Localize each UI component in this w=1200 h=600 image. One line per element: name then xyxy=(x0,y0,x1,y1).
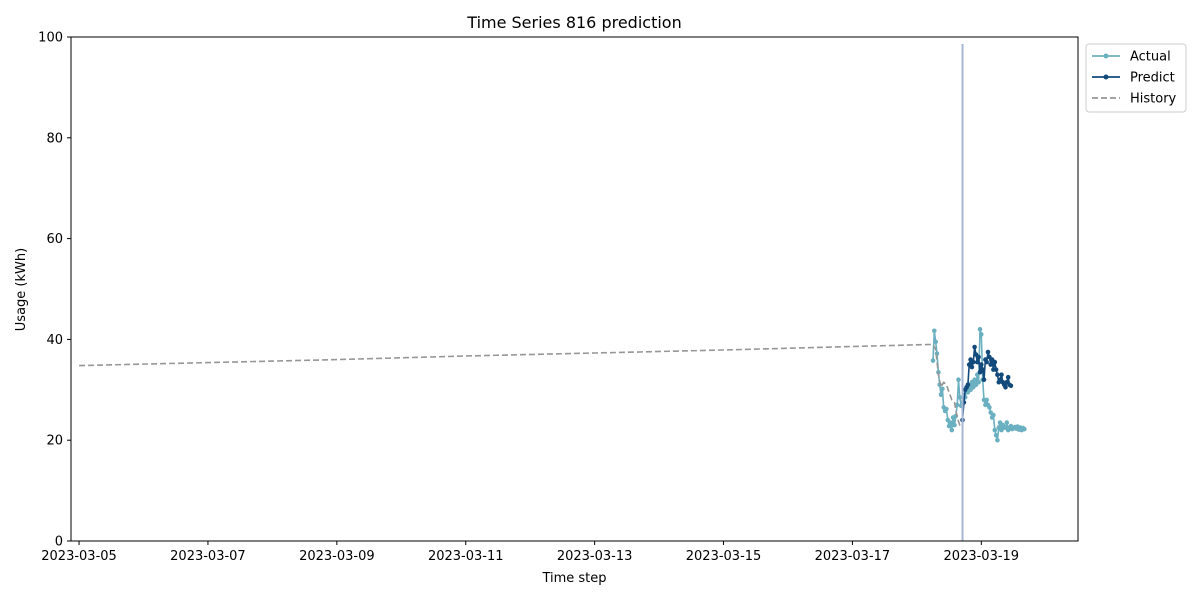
data-point-actual xyxy=(977,327,983,332)
data-point-actual xyxy=(972,377,977,383)
x-tick-label: 2023-03-05 xyxy=(41,549,117,564)
data-point-actual xyxy=(954,402,960,408)
y-tick-label: 0 xyxy=(55,535,63,550)
y-tick-label: 60 xyxy=(46,232,63,247)
x-tick-label: 2023-03-19 xyxy=(944,549,1020,564)
data-point-actual xyxy=(948,420,953,425)
data-point-predict xyxy=(980,367,985,372)
data-point-actual xyxy=(952,422,957,428)
data-point-actual xyxy=(991,412,996,418)
data-point-actual xyxy=(993,432,999,438)
data-point-predict xyxy=(992,359,998,365)
data-point-actual xyxy=(949,427,955,433)
data-point-actual xyxy=(946,423,952,429)
y-axis-label: Usage (kWh) xyxy=(14,248,29,331)
x-tick-label: 2023-03-15 xyxy=(686,549,762,564)
legend-label-actual: Actual xyxy=(1130,50,1171,65)
data-point-actual xyxy=(979,332,984,337)
data-point-actual xyxy=(940,386,945,392)
data-point-predict xyxy=(985,349,991,355)
data-point-predict xyxy=(972,344,977,350)
legend-marker-actual xyxy=(1103,53,1109,59)
data-point-actual xyxy=(995,437,1000,443)
legend: Actual Predict History xyxy=(1085,43,1187,113)
data-point-actual xyxy=(930,358,936,363)
data-point-predict xyxy=(1005,374,1011,380)
x-tick-label: 2023-03-09 xyxy=(299,549,375,564)
x-tick-label: 2023-03-17 xyxy=(815,549,891,564)
data-point-actual xyxy=(992,427,998,433)
data-point-actual xyxy=(932,328,937,334)
data-point-actual xyxy=(938,392,944,398)
data-point-actual xyxy=(984,397,989,403)
data-point-actual xyxy=(987,405,992,410)
legend-label-history: History xyxy=(1130,92,1177,107)
data-point-predict xyxy=(999,372,1004,378)
data-point-predict xyxy=(969,364,975,370)
data-point-predict xyxy=(971,359,976,365)
data-point-actual xyxy=(976,379,981,385)
series-line-history xyxy=(79,343,964,426)
plot-area: 0 20 40 60 80 100 2023-03-05 2023-03-07 2023-03-… xyxy=(38,31,1079,564)
data-point-actual xyxy=(933,339,938,345)
data-point-predict xyxy=(1003,385,1008,390)
y-tick-label: 20 xyxy=(46,434,63,449)
x-axis-label: Time step xyxy=(541,571,606,586)
legend-marker-predict xyxy=(1103,74,1109,80)
data-point-actual xyxy=(957,395,963,400)
data-point-predict xyxy=(988,362,993,367)
plot-frame xyxy=(70,36,1079,542)
x-tick-label: 2023-03-11 xyxy=(428,549,504,564)
data-point-actual xyxy=(956,377,961,383)
data-point-predict xyxy=(976,354,981,360)
y-tick-label: 80 xyxy=(46,131,63,146)
data-point-actual xyxy=(944,406,949,412)
data-point-predict xyxy=(993,367,999,372)
data-point-predict xyxy=(995,372,1000,378)
data-point-actual xyxy=(1004,420,1010,425)
y-tick-label: 40 xyxy=(46,333,63,348)
chart-title: Time Series 816 prediction xyxy=(466,13,681,32)
data-point-predict xyxy=(1008,383,1014,389)
data-point-predict xyxy=(981,377,987,383)
legend-label-predict: Predict xyxy=(1130,71,1175,86)
data-point-predict xyxy=(979,362,984,367)
data-point-predict xyxy=(965,382,971,388)
data-point-predict xyxy=(975,359,980,365)
data-point-actual xyxy=(1022,426,1027,432)
x-tick-label: 2023-03-07 xyxy=(170,549,246,564)
legend-frame xyxy=(1085,43,1187,113)
y-tick-label: 100 xyxy=(38,31,63,46)
data-point-predict xyxy=(984,359,989,365)
x-tick-label: 2023-03-13 xyxy=(557,549,633,564)
